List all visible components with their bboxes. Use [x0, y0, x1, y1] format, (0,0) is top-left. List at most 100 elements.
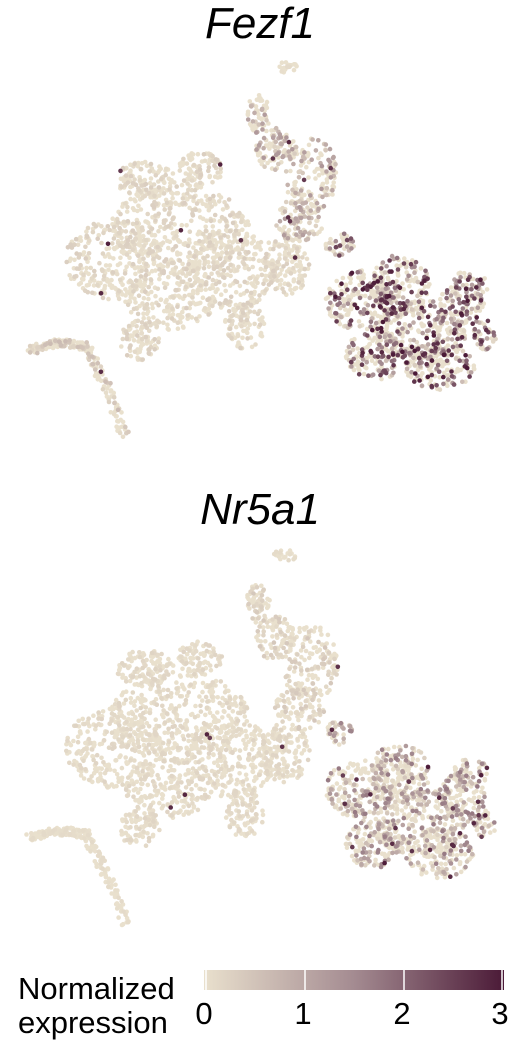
cell-point [290, 773, 296, 778]
cell-point [138, 207, 144, 212]
cell-point [261, 155, 267, 161]
cell-point [135, 253, 141, 258]
cell-point [218, 292, 224, 297]
cell-point [182, 687, 187, 692]
cell-point [105, 224, 111, 229]
cell-point [144, 163, 150, 169]
cell-point [244, 777, 249, 782]
cell-point [400, 355, 406, 360]
cell-point [107, 227, 112, 233]
umap-plot-nr5a1 [24, 548, 497, 928]
cell-point [429, 358, 435, 363]
cell-point [324, 169, 329, 174]
cell-point [429, 383, 435, 389]
cell-point [213, 242, 219, 248]
cell-point [152, 343, 158, 349]
cell-point [245, 112, 251, 118]
cell-point [412, 270, 417, 275]
cell-point [169, 260, 175, 266]
cell-point [206, 207, 212, 213]
cell-point [330, 187, 335, 193]
cell-point [273, 139, 279, 145]
cell-point [250, 769, 255, 774]
cell-point [103, 390, 109, 396]
cell-point [394, 278, 399, 284]
cell-point [95, 778, 101, 784]
cell-point [280, 638, 286, 643]
cell-point [194, 201, 200, 206]
cell-point [218, 235, 223, 240]
cell-point [189, 283, 194, 288]
cell-point [372, 335, 378, 341]
cell-point [389, 358, 395, 364]
cell-point [316, 155, 321, 161]
cell-point [146, 230, 152, 235]
cell-point [295, 225, 301, 231]
cell-point [409, 289, 414, 295]
cell-point [180, 666, 185, 672]
cell-point [155, 286, 161, 292]
cell-point [294, 246, 300, 251]
cell-point [129, 778, 135, 783]
cell-point [117, 225, 122, 231]
cell-point [257, 142, 262, 148]
cell-point [253, 774, 258, 780]
cell-point [265, 160, 270, 166]
cell-point [394, 263, 400, 268]
cell-point [457, 358, 463, 364]
cell-point [272, 274, 277, 279]
cell-point [417, 360, 422, 366]
cell-point [407, 812, 412, 817]
cell-point [112, 400, 117, 406]
cell-point [180, 261, 185, 267]
cell-point [264, 118, 269, 123]
cell-point [131, 289, 136, 294]
cell-point [412, 829, 418, 834]
cell-point [255, 638, 261, 643]
cell-point [395, 314, 400, 319]
cell-point [222, 684, 228, 689]
cell-point [252, 252, 257, 257]
cell-point [152, 337, 157, 342]
cell-point [207, 196, 213, 202]
cell-point [178, 647, 183, 653]
cell-point [141, 315, 146, 321]
cell-point [76, 255, 82, 260]
cell-point [227, 213, 233, 218]
cell-point [175, 229, 180, 234]
cell-point [296, 175, 302, 180]
cell-point [309, 157, 315, 162]
cell-point [354, 305, 360, 311]
cell-point [355, 270, 361, 275]
cell-point [101, 273, 107, 279]
cell-point [159, 176, 164, 182]
cell-point [278, 278, 284, 283]
cell-point [119, 235, 124, 241]
cell-point [285, 182, 291, 188]
cell-point [398, 342, 404, 348]
cell-point [409, 369, 414, 375]
cell-point [203, 282, 208, 287]
cell-point [361, 371, 367, 377]
cell-point [106, 267, 111, 273]
cell-point [418, 266, 424, 271]
cell-point [292, 151, 297, 156]
cell-point [157, 267, 162, 272]
cell-point [207, 286, 213, 291]
cell-point [165, 238, 170, 244]
cell-point [137, 237, 143, 243]
cell-point [282, 224, 287, 230]
cell-point [328, 300, 333, 306]
cell-point [464, 309, 470, 314]
cell-point [140, 357, 145, 362]
cell-point [161, 268, 166, 274]
cell-point [183, 196, 189, 201]
cell-point [367, 809, 373, 815]
cell-point [72, 257, 77, 263]
cell-point [182, 200, 187, 206]
cell-point [249, 104, 254, 109]
cell-point [448, 293, 454, 298]
cell-point [149, 767, 154, 773]
cell-point [141, 311, 146, 317]
cell-point [277, 697, 283, 703]
